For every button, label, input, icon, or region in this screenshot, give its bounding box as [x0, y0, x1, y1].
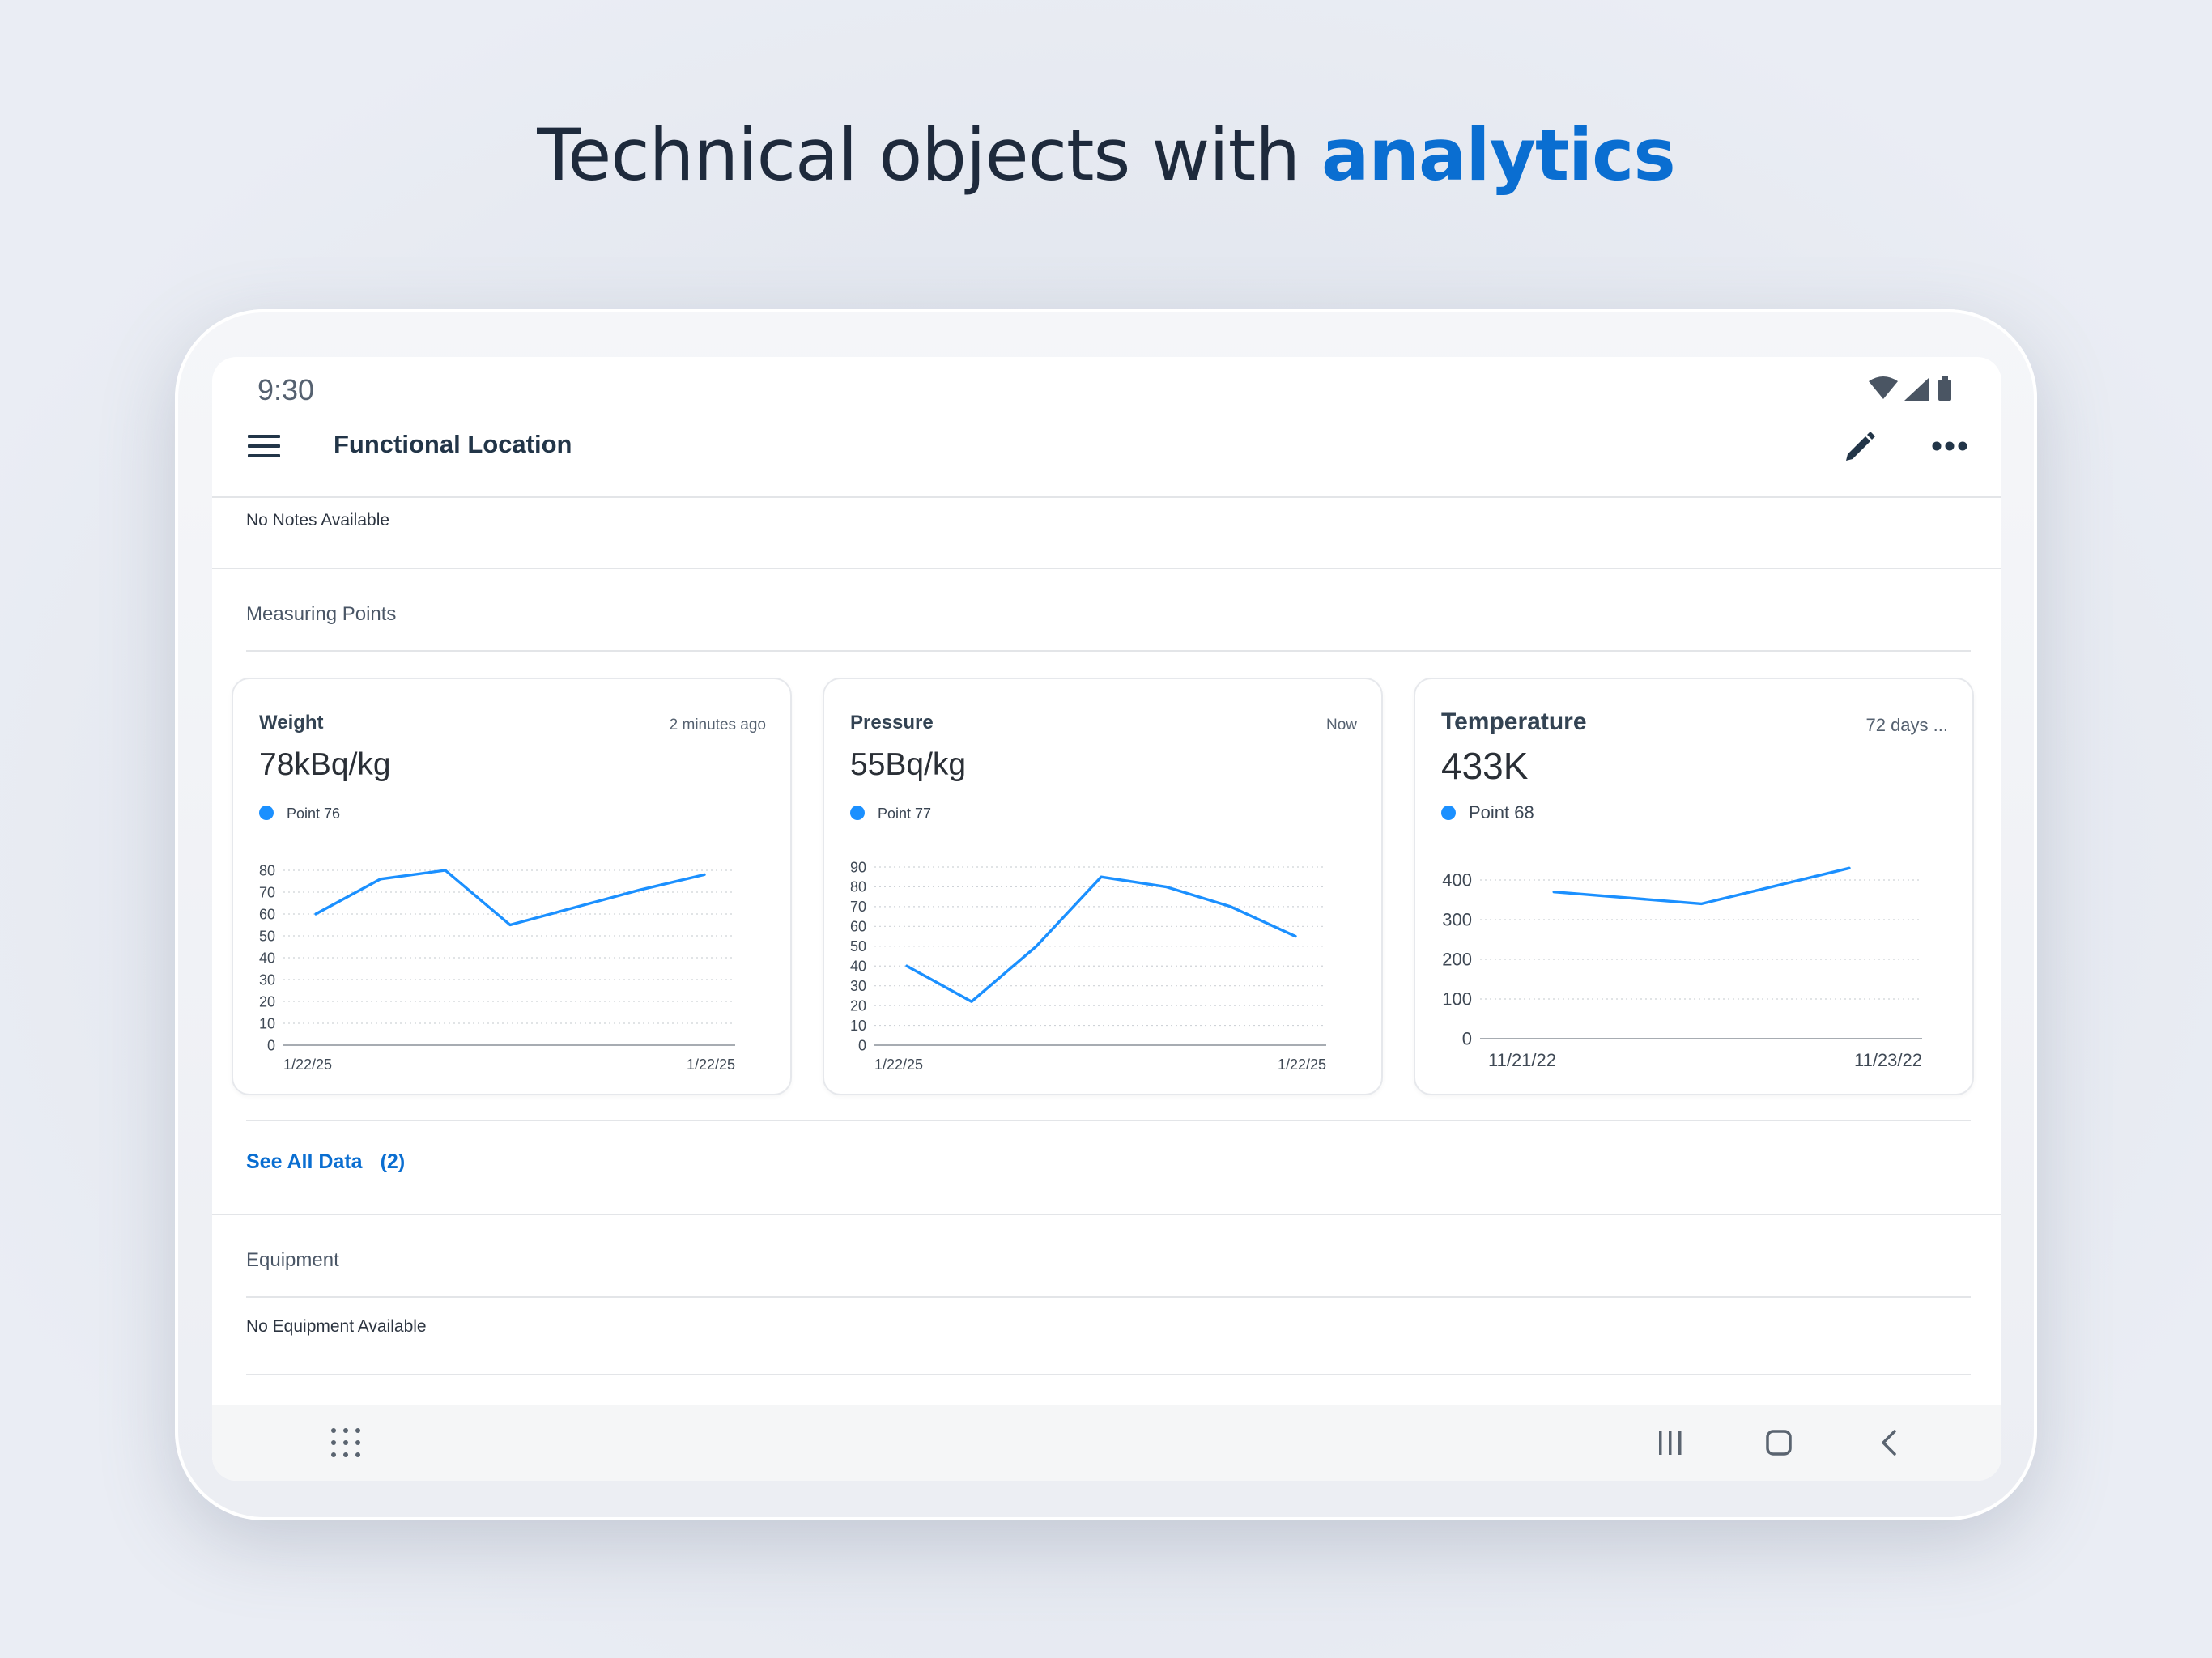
card-title: Weight — [259, 712, 324, 733]
y-tick-label: 400 — [1442, 870, 1472, 891]
y-tick-label: 60 — [259, 906, 275, 922]
series-line — [905, 875, 1297, 1003]
cards-divider — [246, 1120, 1971, 1121]
edit-icon[interactable] — [1843, 428, 1878, 464]
card-title: Pressure — [850, 712, 934, 733]
y-tick-label: 60 — [850, 919, 866, 935]
y-tick-label: 0 — [267, 1037, 275, 1053]
equipment-divider — [246, 1296, 1971, 1298]
measuring-points-title: Measuring Points — [246, 603, 397, 625]
see-all-data-link[interactable]: See All Data (2) — [246, 1150, 405, 1174]
signal-icon — [1904, 378, 1929, 401]
app-screen: 9:30 Functional Location No Notes Availa… — [212, 357, 2001, 1481]
card-title: Temperature — [1441, 708, 1587, 735]
x-tick-label: 1/22/25 — [687, 1056, 735, 1073]
equipment-title: Equipment — [246, 1249, 339, 1271]
system-navigation-bar — [212, 1405, 2001, 1481]
y-tick-label: 90 — [850, 859, 866, 875]
y-tick-label: 40 — [850, 959, 866, 975]
measuring-points-end-divider — [212, 1214, 2001, 1215]
more-icon[interactable] — [1930, 435, 1969, 457]
y-tick-label: 0 — [858, 1037, 866, 1053]
temperature-chart: 0 100 200 300 400 11/21/22 11/23/22 — [1442, 866, 1922, 1070]
legend-dot — [1441, 806, 1456, 820]
y-tick-label: 20 — [259, 993, 275, 1010]
y-tick-label: 10 — [850, 1018, 866, 1034]
card-value: 433K — [1441, 745, 1529, 787]
legend-label: Point 68 — [1469, 802, 1534, 823]
measuring-point-card-pressure[interactable]: Pressure Now 55Bq/kg Point 77 0 10 20 30 40 5… — [823, 678, 1383, 1095]
y-tick-label: 70 — [850, 899, 866, 915]
y-tick-label: 200 — [1442, 950, 1472, 970]
series-line — [1552, 866, 1851, 906]
legend-dot — [850, 806, 865, 820]
y-tick-label: 10 — [259, 1015, 275, 1031]
y-tick-label: 300 — [1442, 910, 1472, 930]
menu-icon[interactable] — [248, 433, 280, 459]
battery-icon — [1938, 380, 1951, 401]
x-tick-label: 11/23/22 — [1854, 1050, 1922, 1070]
y-tick-label: 80 — [259, 862, 275, 878]
notes-empty-text: No Notes Available — [246, 511, 390, 529]
notes-divider — [212, 568, 2001, 569]
y-tick-label: 0 — [1462, 1029, 1472, 1049]
x-tick-label: 11/21/22 — [1488, 1050, 1556, 1070]
headline: Technical objects with analytics — [0, 113, 2212, 197]
card-timestamp: 2 minutes ago — [669, 716, 766, 733]
weight-chart: 0 10 20 30 40 50 60 70 80 1/22/25 1/22/25 — [259, 862, 735, 1073]
card-value: 55Bq/kg — [850, 747, 967, 782]
wifi-icon — [1869, 376, 1898, 399]
y-tick-label: 100 — [1442, 989, 1472, 1010]
status-time: 9:30 — [257, 373, 315, 406]
y-tick-label: 70 — [259, 884, 275, 900]
home-icon[interactable] — [1765, 1429, 1793, 1456]
y-tick-label: 80 — [850, 879, 866, 895]
status-icons — [1867, 375, 1955, 408]
see-all-data-count: (2) — [380, 1150, 406, 1173]
see-all-data-label: See All Data — [246, 1150, 363, 1173]
headline-accent: analytics — [1321, 113, 1676, 197]
equipment-end-divider — [246, 1374, 1971, 1375]
measuring-point-card-weight[interactable]: Weight 2 minutes ago 78kBq/kg Point 76 0… — [232, 678, 792, 1095]
toolbar-divider — [212, 496, 2001, 498]
x-tick-label: 1/22/25 — [283, 1056, 332, 1073]
y-tick-label: 40 — [259, 950, 275, 966]
apps-icon[interactable] — [330, 1427, 361, 1458]
y-tick-label: 30 — [850, 978, 866, 994]
series-line — [314, 869, 706, 927]
x-tick-label: 1/22/25 — [1278, 1056, 1326, 1073]
back-icon[interactable] — [1877, 1429, 1901, 1456]
page-title: Functional Location — [334, 430, 572, 458]
y-tick-label: 20 — [850, 997, 866, 1014]
y-tick-label: 30 — [259, 971, 275, 988]
legend-label: Point 77 — [878, 806, 932, 822]
y-tick-label: 50 — [259, 928, 275, 944]
recents-icon[interactable] — [1657, 1429, 1684, 1456]
legend-dot — [259, 806, 274, 820]
card-value: 78kBq/kg — [259, 747, 391, 782]
headline-prefix: Technical objects with — [537, 113, 1300, 197]
card-timestamp: 72 days ... — [1865, 715, 1948, 735]
x-tick-label: 1/22/25 — [874, 1056, 923, 1073]
measuring-points-divider — [246, 650, 1971, 652]
equipment-empty-text: No Equipment Available — [246, 1317, 427, 1336]
card-timestamp: Now — [1325, 716, 1357, 733]
y-tick-label: 50 — [850, 938, 866, 954]
legend-label: Point 76 — [287, 806, 341, 822]
pressure-chart: 0 10 20 30 40 50 60 70 80 90 1/22/25 1/22/25 — [850, 859, 1326, 1073]
